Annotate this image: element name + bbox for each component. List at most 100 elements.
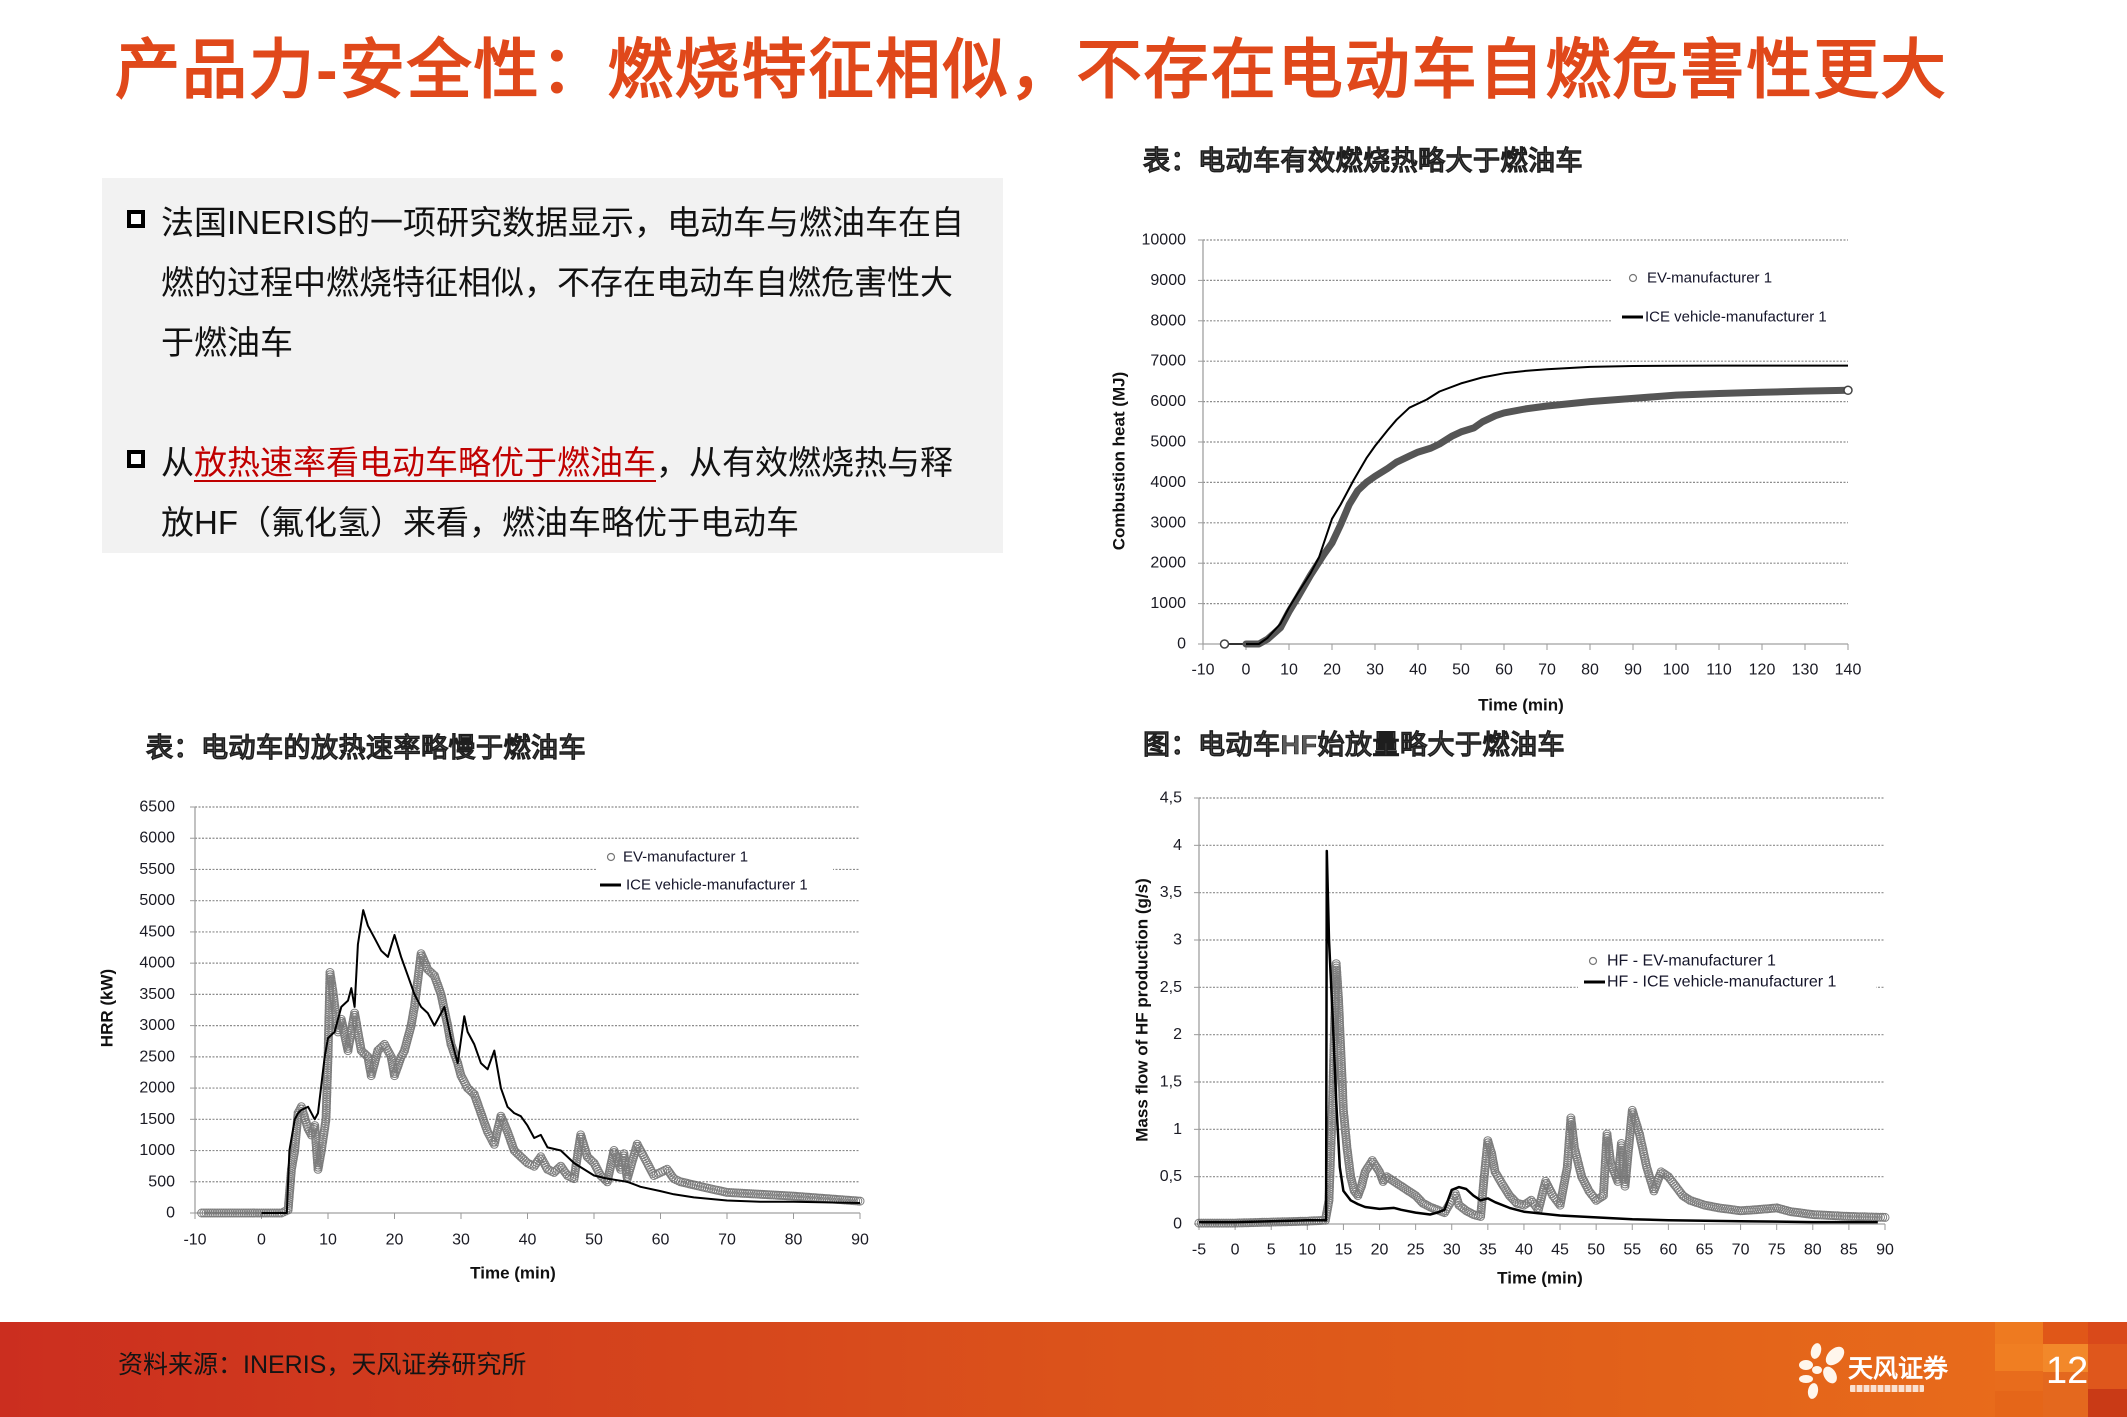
ice-series-line [1246, 364, 1848, 645]
x-tick-label: -10 [1191, 662, 1214, 679]
x-tick-label: 80 [1581, 662, 1599, 679]
highlighted-text: 放热速率看电动车略优于燃油车 [194, 444, 656, 481]
legend-label-ev: HF - EV-manufacturer 1 [1607, 953, 1776, 970]
ev-series-markers [197, 949, 865, 1218]
x-tick-label: 50 [1587, 1242, 1605, 1259]
y-tick-label: 3 [1173, 932, 1182, 949]
x-tick-label: 10 [1298, 1242, 1316, 1259]
summary-box: 法国INERIS的一项研究数据显示，电动车与燃油车在自 燃的过程中燃烧特征相似，… [102, 178, 1003, 553]
footer-mosaic-tile [2043, 1372, 2088, 1417]
y-tick-label: 5000 [1150, 434, 1186, 451]
x-tick-label: 0 [1231, 1242, 1240, 1259]
footer-mosaic-tile [2088, 1389, 2127, 1417]
x-tick-label: 40 [519, 1232, 537, 1249]
y-tick-label: 2000 [1150, 555, 1186, 572]
legend-background [597, 843, 833, 899]
chart-legend: EV-manufacturer 1 ICE vehicle-manufacture… [1612, 262, 1862, 332]
x-tick-label: 130 [1792, 662, 1819, 679]
y-tick-label: 500 [148, 1173, 175, 1190]
footer-mosaic-tile [2043, 1322, 2088, 1344]
page-number: 12 [2046, 1350, 2089, 1392]
y-tick-label: 2 [1173, 1026, 1182, 1043]
x-tick-label: 60 [1495, 662, 1513, 679]
footer-mosaic-tile [2088, 1322, 2127, 1344]
legend-label-ice: HF - ICE vehicle-manufacturer 1 [1607, 974, 1837, 991]
x-tick-label: 50 [585, 1232, 603, 1249]
chart-1: 0100020003000400050006000700080009000100… [1110, 232, 1862, 715]
text-segment: 法国INERIS的一项研究数据显示，电动车与燃油车在自 [161, 204, 965, 241]
y-tick-label: 5500 [139, 861, 175, 878]
x-tick-label: 70 [1732, 1242, 1750, 1259]
y-tick-label: 10000 [1142, 232, 1187, 249]
legend-label-ice: ICE vehicle-manufacturer 1 [1645, 309, 1827, 326]
x-tick-label: 80 [1804, 1242, 1822, 1259]
y-tick-label: 4000 [1150, 474, 1186, 491]
legend-background [1578, 948, 1876, 996]
chart-title-combustion-heat: 表：电动车有效燃烧热略大于燃油车 [1143, 146, 1583, 177]
chart-3: 0 0,5 1 1,5 2 2,5 3 3,5 4 4,5 -5 0 5 10 15 20 25 30 35 40 45… [1133, 790, 1895, 1288]
y-axis-title: Mass flow of HF production (g/s) [1133, 878, 1152, 1141]
y-tick-label: 6500 [139, 799, 175, 816]
text-segment: 从 [161, 444, 194, 481]
y-axis-title: Combustion heat (MJ) [1110, 372, 1129, 551]
y-tick-label: 1000 [139, 1142, 175, 1159]
y-axis-title: HRR (kW) [98, 969, 117, 1047]
x-tick-label: 5 [1267, 1242, 1276, 1259]
y-tick-label: 6000 [139, 830, 175, 847]
x-tick-label: 40 [1409, 662, 1427, 679]
y-tick-label: 7000 [1150, 353, 1186, 370]
x-tick-label: 70 [1538, 662, 1556, 679]
page-title: 产品力-安全性：燃烧特征相似，不存在电动车自燃危害性更大 [115, 33, 1948, 106]
x-tick-label: 10 [1280, 662, 1298, 679]
y-tick-label: 5000 [139, 892, 175, 909]
x-tick-label: 0 [257, 1232, 266, 1249]
x-tick-label: 55 [1623, 1242, 1641, 1259]
x-tick-label: 110 [1706, 662, 1732, 679]
ice-series-line [261, 909, 861, 1214]
legend-label-ev: EV-manufacturer 1 [1647, 270, 1772, 287]
y-tick-label: 3500 [139, 986, 175, 1003]
x-tick-label: 10 [319, 1232, 337, 1249]
x-tick-label: 70 [718, 1232, 736, 1249]
x-tick-label: 20 [1323, 662, 1341, 679]
bullet-text: 从放热速率看电动车略优于燃油车，从有效燃烧热与释 放HF（氟化氢）来看，燃油车略… [161, 433, 953, 553]
y-tick-label: 8000 [1150, 312, 1186, 329]
y-tick-label: 2500 [139, 1048, 175, 1065]
footer-bar: 资料来源：INERIS，天风证券研究所 天风证券 12 [0, 1322, 2127, 1417]
x-tick-label: 25 [1407, 1242, 1425, 1259]
legend-label-ice: ICE vehicle-manufacturer 1 [626, 877, 808, 894]
y-tick-label: 9000 [1150, 272, 1186, 289]
legend-circle-marker-icon [1588, 956, 1598, 966]
footer-mosaic-tile [2088, 1344, 2127, 1389]
x-tick-label: 0 [1242, 662, 1251, 679]
x-tick-label: 30 [1443, 1242, 1461, 1259]
x-tick-label: 60 [1659, 1242, 1677, 1259]
footer-mosaic-tile [1995, 1344, 2043, 1371]
x-tick-label: 35 [1479, 1242, 1497, 1259]
y-tick-label: 4500 [139, 923, 175, 940]
ice-series-line [1199, 849, 1878, 1224]
legend-label-ev: EV-manufacturer 1 [623, 849, 748, 866]
legend-circle-marker-icon [606, 852, 616, 862]
y-tick-label: 4,5 [1160, 790, 1182, 807]
x-tick-label: 120 [1749, 662, 1776, 679]
text-segment: 于燃油车 [161, 324, 293, 361]
ev-series-marker [1219, 639, 1230, 649]
chart-legend: HF - EV-manufacturer 1 HF - ICE vehicle-m… [1578, 948, 1876, 996]
x-tick-label: 45 [1551, 1242, 1569, 1259]
x-tick-label: 80 [785, 1232, 803, 1249]
y-tick-label: 1000 [1150, 595, 1186, 612]
text-segment: 放HF（氟化氢）来看，燃油车略优于电动车 [161, 504, 799, 541]
y-tick-label: 2000 [139, 1080, 175, 1097]
x-axis-title: Time (min) [1478, 696, 1564, 715]
x-tick-label: 20 [1371, 1242, 1389, 1259]
bullet-line: 从放热速率看电动车略优于燃油车，从有效燃烧热与释 [161, 433, 953, 493]
x-tick-label: 90 [1624, 662, 1642, 679]
y-tick-label: 1 [1173, 1121, 1182, 1138]
y-tick-label: 0 [166, 1205, 175, 1222]
y-tick-label: 6000 [1150, 393, 1186, 410]
bullet-line: 燃的过程中燃烧特征相似，不存在电动车自燃危害性大 [161, 253, 964, 313]
x-tick-label: 30 [1366, 662, 1384, 679]
